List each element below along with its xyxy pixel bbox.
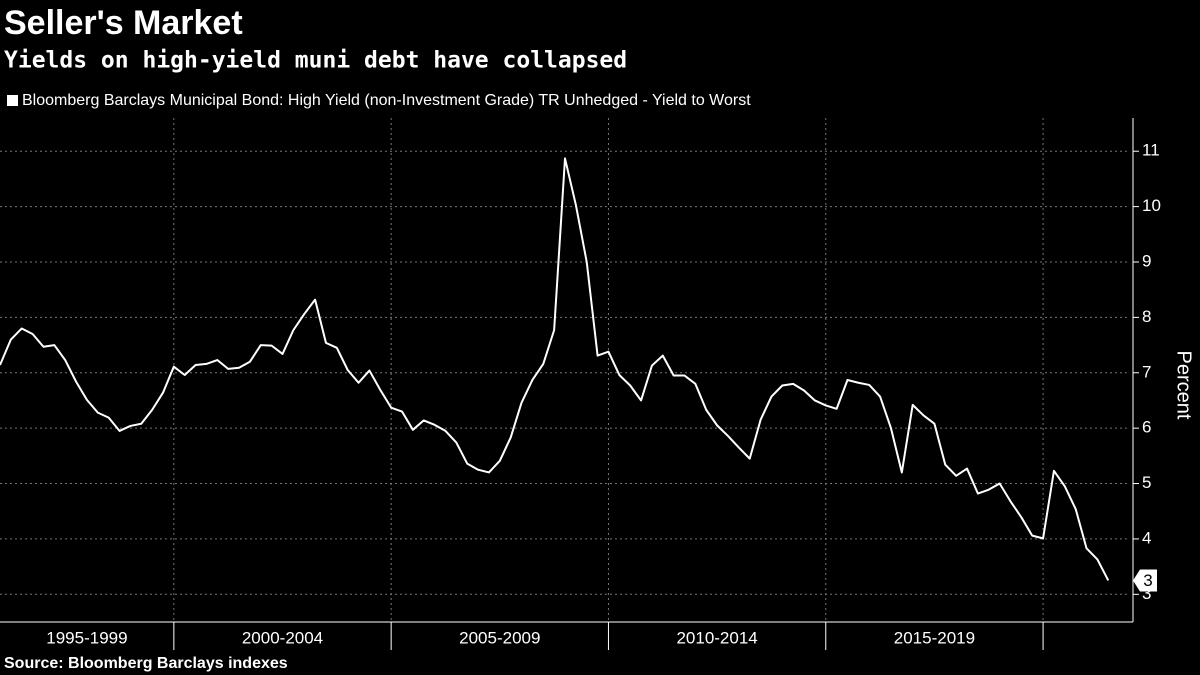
y-axis-label: Percent <box>1173 351 1195 420</box>
x-tick-label: 1995-1999 <box>46 628 127 647</box>
x-tick-label: 2015-2019 <box>894 628 975 647</box>
y-tick-label: 4 <box>1142 528 1151 547</box>
y-tick-label: 10 <box>1142 196 1161 215</box>
y-tick-label: 7 <box>1142 362 1151 381</box>
data-line <box>0 157 1110 581</box>
chart-title: Seller's Market <box>4 4 243 42</box>
chart-subtitle: Yields on high-yield muni debt have coll… <box>4 48 627 74</box>
x-tick-label: 2010-2014 <box>676 628 757 647</box>
x-tick-label: 2005-2009 <box>459 628 540 647</box>
y-tick-label: 11 <box>1142 141 1160 160</box>
end-label-box <box>1133 569 1157 592</box>
y-tick-label: 3 <box>1142 584 1151 603</box>
legend-swatch <box>7 95 18 106</box>
source-note: Source: Bloomberg Barclays indexes <box>4 655 288 672</box>
y-tick-label: 5 <box>1142 473 1151 492</box>
y-tick-label: 6 <box>1142 418 1151 437</box>
x-tick-label: 2000-2004 <box>242 628 323 647</box>
y-tick-label: 8 <box>1142 307 1151 326</box>
end-label: 3 <box>1143 571 1152 590</box>
y-tick-label: 9 <box>1142 251 1151 270</box>
legend-label: Bloomberg Barclays Municipal Bond: High … <box>22 92 751 109</box>
